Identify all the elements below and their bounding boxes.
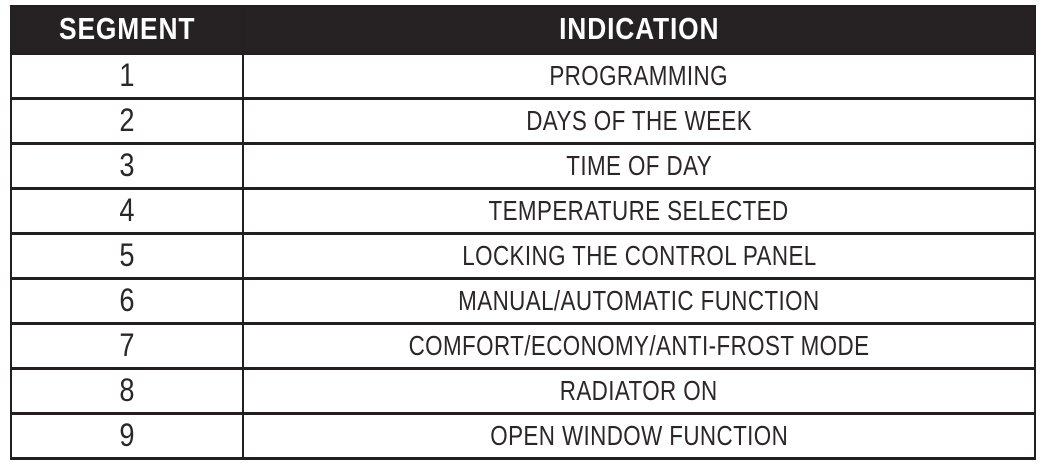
segment-number: 6: [119, 282, 135, 318]
indication-label: RADIATOR ON: [560, 374, 718, 406]
indication-label: TIME OF DAY: [566, 149, 712, 181]
segment-cell: 3: [10, 141, 244, 190]
indication-cell: LOCKING THE CONTROL PANEL: [242, 231, 1036, 280]
header-label-indication: INDICATION: [558, 11, 720, 47]
segment-cell: 6: [10, 276, 244, 325]
segment-number: 5: [119, 237, 135, 273]
segment-number: 9: [119, 417, 135, 453]
table-row: 2 DAYS OF THE WEEK: [10, 96, 1036, 145]
indication-cell: PROGRAMMING: [242, 51, 1036, 100]
segment-cell: 2: [10, 96, 244, 145]
header-label-segment: SEGMENT: [58, 11, 196, 47]
indication-label: MANUAL/AUTOMATIC FUNCTION: [458, 284, 820, 316]
segment-cell: 9: [10, 411, 244, 460]
segment-number: 1: [119, 57, 135, 93]
indication-label: LOCKING THE CONTROL PANEL: [461, 239, 817, 271]
segment-number: 3: [119, 147, 135, 183]
segment-cell: 5: [10, 231, 244, 280]
table-row: 7 COMFORT/ECONOMY/ANTI-FROST MODE: [10, 321, 1036, 370]
table-header-row: SEGMENT INDICATION: [10, 5, 1036, 54]
table-row: 1 PROGRAMMING: [10, 51, 1036, 100]
indication-cell: RADIATOR ON: [242, 366, 1036, 415]
segment-number: 8: [119, 372, 135, 408]
indication-label: COMFORT/ECONOMY/ANTI-FROST MODE: [408, 329, 870, 361]
segment-cell: 8: [10, 366, 244, 415]
indication-cell: TIME OF DAY: [242, 141, 1036, 190]
segment-number: 4: [119, 192, 135, 228]
indication-label: OPEN WINDOW FUNCTION: [490, 419, 788, 451]
segment-number: 7: [119, 327, 135, 363]
indication-cell: COMFORT/ECONOMY/ANTI-FROST MODE: [242, 321, 1036, 370]
segment-cell: 4: [10, 186, 244, 235]
segment-indication-table: SEGMENT INDICATION 1 PROGRAMMING 2 DAYS …: [10, 5, 1036, 460]
segment-cell: 1: [10, 51, 244, 100]
indication-label: DAYS OF THE WEEK: [526, 104, 752, 136]
indication-label: TEMPERATURE SELECTED: [488, 194, 790, 226]
table-row: 8 RADIATOR ON: [10, 366, 1036, 415]
header-cell-indication: INDICATION: [242, 5, 1036, 54]
table-row: 3 TIME OF DAY: [10, 141, 1036, 190]
indication-cell: MANUAL/AUTOMATIC FUNCTION: [242, 276, 1036, 325]
indication-cell: TEMPERATURE SELECTED: [242, 186, 1036, 235]
table-row: 6 MANUAL/AUTOMATIC FUNCTION: [10, 276, 1036, 325]
indication-cell: DAYS OF THE WEEK: [242, 96, 1036, 145]
table-row: 9 OPEN WINDOW FUNCTION: [10, 411, 1036, 460]
indication-label: PROGRAMMING: [549, 59, 729, 91]
indication-cell: OPEN WINDOW FUNCTION: [242, 411, 1036, 460]
table-row: 5 LOCKING THE CONTROL PANEL: [10, 231, 1036, 280]
table-row: 4 TEMPERATURE SELECTED: [10, 186, 1036, 235]
header-cell-segment: SEGMENT: [10, 5, 244, 54]
segment-cell: 7: [10, 321, 244, 370]
segment-number: 2: [119, 102, 135, 138]
